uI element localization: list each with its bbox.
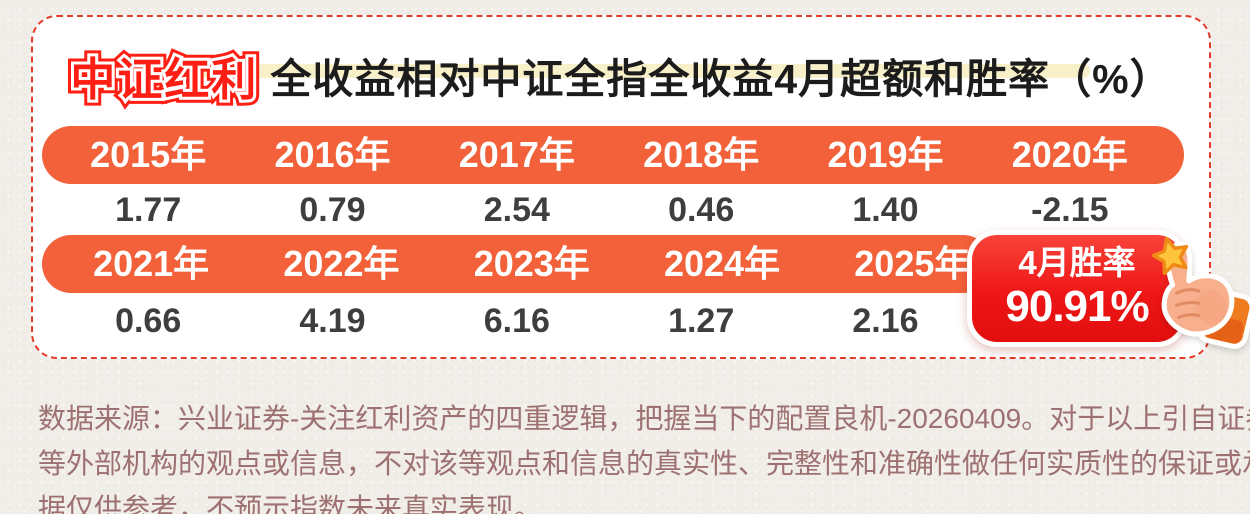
footnote-line: 数据来源：兴业证券-关注红利资产的四重逻辑，把握当下的配置良机-20260409…: [38, 403, 1250, 434]
year-cell: 2016年: [274, 134, 391, 175]
year-row-2: 2021年 2022年 2023年 2024年 2025年: [42, 235, 992, 293]
year-cell: 2018年: [643, 134, 760, 175]
data-card: 中证红利 中证红利 中证红利 全收益相对中证全指全收益4月超额和胜率（%） 2015年…: [31, 15, 1250, 359]
footnote: 数据来源：兴业证券-关注红利资产的四重逻辑，把握当下的配置良机-20260409…: [38, 396, 1250, 514]
page-title: 中证红利 中证红利 中证红利 全收益相对中证全指全收益4月超额和胜率（%）: [33, 43, 1209, 111]
year-cell: 2020年: [1011, 134, 1128, 175]
win-rate-badge: 4月胜率 90.91%: [967, 230, 1187, 347]
value-cell: 2.54: [483, 191, 550, 229]
year-cell: 2015年: [90, 134, 207, 175]
value-cell: -2.15: [1031, 191, 1109, 229]
value-cell: 4.19: [299, 302, 366, 340]
year-cell: 2019年: [827, 134, 944, 175]
star-icon: [1151, 236, 1189, 275]
win-rate-value: 90.91%: [1005, 282, 1149, 332]
footnote-line: 据仅供参考，不预示指数未来真实表现。: [38, 493, 543, 514]
footnote-line: 等外部机构的观点或信息，不对该等观点和信息的真实性、完整性和准确性做任何实质性的…: [38, 448, 1250, 479]
value-row-1: 1.77 0.79 2.54 0.46 1.40 -2.15: [42, 189, 1184, 231]
year-cell: 2023年: [473, 243, 590, 284]
value-cell: 0.66: [115, 302, 182, 340]
value-cell: 2.16: [852, 302, 919, 340]
brand-sticker: 中证红利 中证红利 中证红利: [64, 43, 262, 111]
value-cell: 1.27: [668, 302, 735, 340]
year-cell: 2017年: [458, 134, 575, 175]
brand-sticker-text: 中证红利: [70, 54, 259, 105]
year-cell: 2025年: [854, 243, 971, 284]
year-cell: 2021年: [93, 243, 210, 284]
title-highlight-underline: [148, 64, 1090, 78]
value-row-2: 0.66 4.19 6.16 1.27 2.16: [42, 300, 1184, 342]
value-cell: 1.40: [852, 191, 919, 229]
brand-sticker-stroke: 中证红利: [67, 51, 259, 108]
value-cell: 0.79: [299, 191, 366, 229]
year-row-1: 2015年 2016年 2017年 2018年 2019年 2020年: [42, 126, 1184, 184]
value-cell: 0.46: [668, 191, 735, 229]
win-rate-label: 4月胜率: [1018, 244, 1136, 282]
year-cell: 2024年: [663, 243, 781, 284]
year-cell: 2022年: [283, 243, 400, 284]
title-text: 全收益相对中证全指全收益4月超额和胜率（%）: [270, 56, 1172, 102]
brand-sticker-outline: 中证红利: [64, 48, 262, 111]
value-cell: 1.77: [115, 191, 182, 229]
value-cell: 6.16: [483, 302, 550, 340]
